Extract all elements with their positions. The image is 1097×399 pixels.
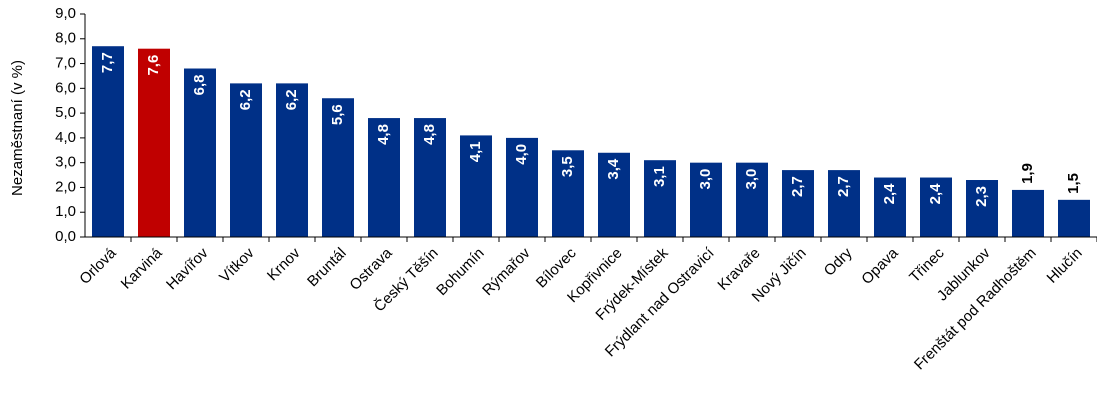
bar: [736, 162, 768, 237]
bar: [782, 170, 814, 237]
data-label: 2,3: [973, 186, 990, 207]
x-category-label: Vítkov: [216, 244, 258, 286]
bar: [874, 177, 906, 237]
y-tick-label: 7,0: [55, 55, 76, 72]
data-label: 7,6: [145, 55, 162, 76]
x-category-label: Třinec: [906, 244, 948, 286]
bar: [828, 170, 860, 237]
data-label: 1,9: [1019, 163, 1036, 184]
y-tick-label: 3,0: [55, 154, 76, 171]
x-category-label: Orlová: [76, 244, 120, 288]
data-label: 3,0: [697, 169, 714, 190]
bar: [552, 150, 584, 237]
data-label: 3,5: [559, 156, 576, 177]
bar: [1012, 189, 1044, 237]
bar: [414, 118, 446, 237]
bar: [184, 68, 216, 237]
y-tick-label: 5,0: [55, 104, 76, 121]
x-category-label: Bohumín: [433, 245, 487, 299]
data-label: 5,6: [329, 104, 346, 125]
data-label: 7,7: [99, 52, 116, 73]
data-label: 4,0: [513, 144, 530, 165]
data-label: 3,1: [651, 166, 668, 187]
x-category-label: Odry: [821, 244, 856, 279]
data-label: 4,8: [421, 124, 438, 145]
x-category-label: Bruntál: [304, 245, 350, 291]
data-label: 2,4: [881, 183, 898, 205]
bars: [92, 46, 1090, 238]
bar: [966, 180, 998, 237]
bar: [920, 177, 952, 237]
y-axis-ticks: 0,0 1,0 2,0 3,0 4,0 5,0 6,0 7,0 8,0 9,0: [55, 5, 85, 245]
data-labels: 7,7 7,6 6,8 6,2 6,2 5,6 4,8 4,8 4,1 4,0 3,5 3,4 3,1 3…: [99, 52, 1082, 207]
bar: [598, 152, 630, 237]
data-label: 4,8: [375, 124, 392, 145]
data-label: 1,5: [1065, 173, 1082, 194]
data-label: 2,4: [927, 183, 944, 205]
bar: [230, 83, 262, 237]
x-category-label: Havířov: [163, 244, 212, 293]
y-tick-label: 9,0: [55, 5, 76, 22]
bar: [92, 46, 124, 238]
y-axis-label: Nezaměstnaní (v %): [9, 60, 26, 196]
data-label: 2,7: [789, 176, 806, 197]
bar: [322, 98, 354, 238]
x-category-label: Rýmařov: [479, 244, 534, 299]
bar: [690, 162, 722, 237]
data-label: 6,8: [191, 75, 208, 96]
y-tick-label: 2,0: [55, 178, 76, 195]
data-label: 3,0: [743, 169, 760, 190]
data-label: 6,2: [283, 89, 300, 110]
data-label: 2,7: [835, 176, 852, 197]
y-tick-label: 8,0: [55, 30, 76, 47]
x-category-label: Karviná: [118, 244, 166, 292]
bar: [276, 83, 308, 237]
y-tick-label: 4,0: [55, 129, 76, 146]
bar: [644, 160, 676, 237]
bar: [460, 135, 492, 237]
y-tick-label: 1,0: [55, 203, 76, 220]
bar: [506, 137, 538, 237]
data-label: 3,4: [605, 158, 622, 180]
y-tick-label: 6,0: [55, 79, 76, 96]
x-category-label: Opava: [858, 244, 902, 288]
data-label: 6,2: [237, 89, 254, 110]
x-category-label: Krnov: [264, 244, 304, 284]
data-label: 4,1: [467, 141, 484, 162]
x-category-label: Hlučín: [1044, 245, 1086, 287]
bar: [368, 118, 400, 237]
bar: [1058, 199, 1090, 237]
axes: [84, 14, 1097, 242]
bar: [138, 48, 170, 237]
y-tick-label: 0,0: [55, 228, 76, 245]
